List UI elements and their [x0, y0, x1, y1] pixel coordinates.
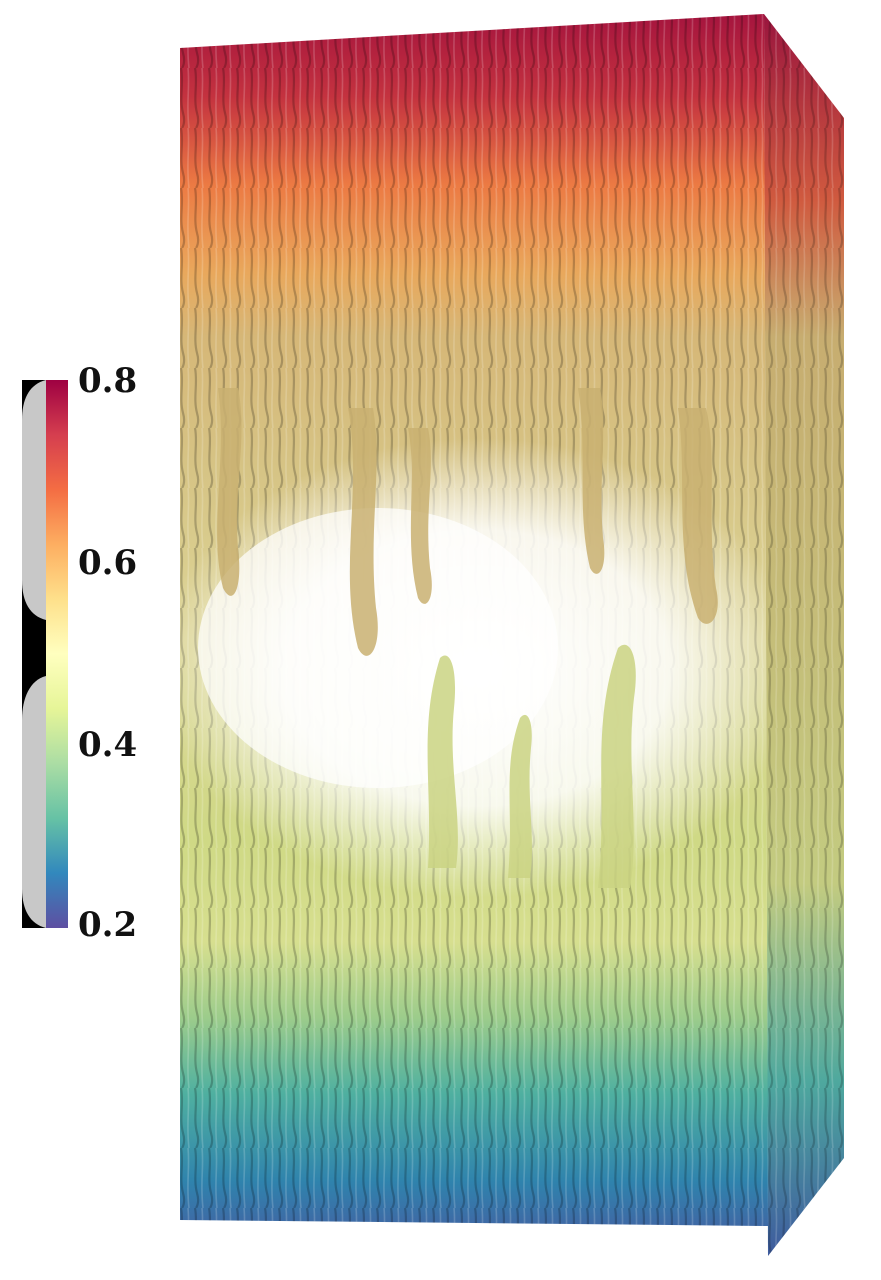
- colorbar: [22, 380, 68, 928]
- descending-plumes: [217, 388, 718, 656]
- opacity-curve-upper: [22, 380, 46, 620]
- colorbar-tick-label-0-4: 0.4: [78, 725, 138, 765]
- colorbar-tick-label-0-6: 0.6: [78, 543, 138, 583]
- mixing-zone-void-core: [198, 508, 558, 788]
- colorbar-tick-label-0-2: 0.2: [78, 905, 138, 945]
- rising-plumes: [427, 644, 636, 888]
- colorbar-tick-label-0-8: 0.8: [78, 361, 138, 401]
- volume-side-texture: [764, 14, 844, 1256]
- opacity-curve-lower: [22, 676, 46, 928]
- volume-rendering: [180, 14, 844, 1256]
- color-gradient: [46, 380, 68, 928]
